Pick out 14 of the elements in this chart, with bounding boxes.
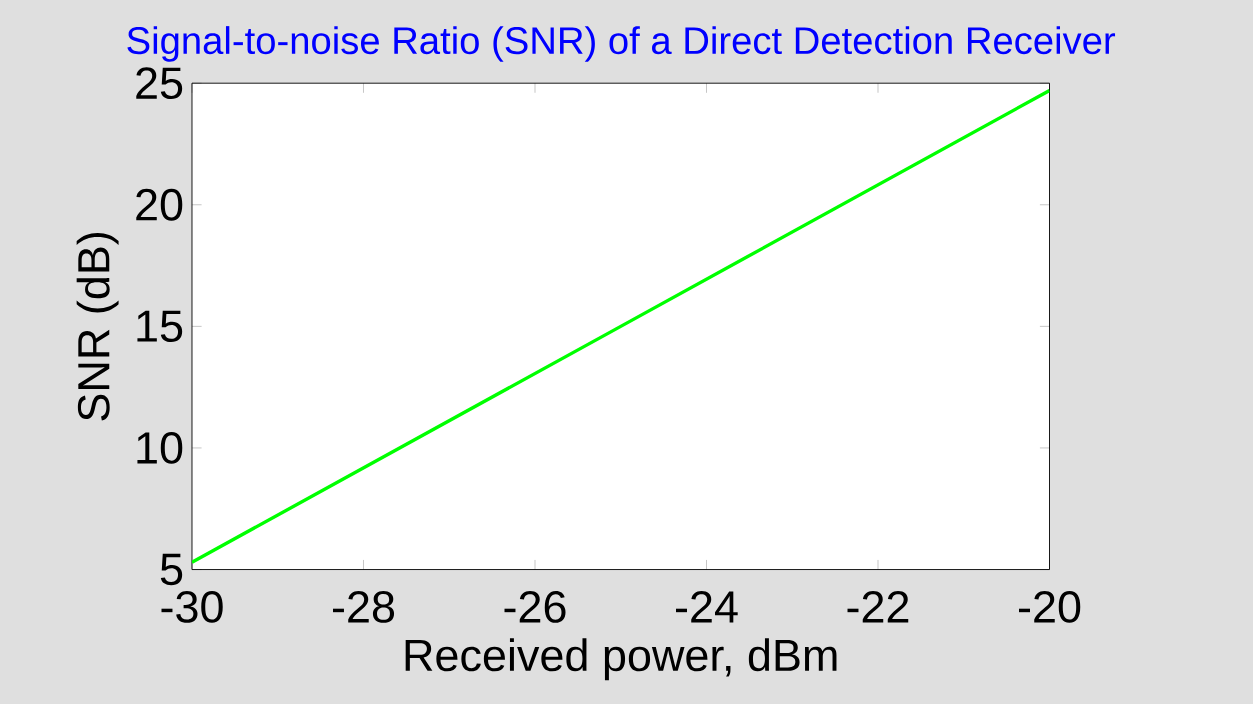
y-tick-label: 15 (137, 310, 183, 343)
x-tick-label: -28 (333, 591, 395, 623)
x-tick-label: -22 (847, 591, 909, 623)
y-axis-title: SNR (dB) (76, 233, 119, 421)
x-tick-label: -20 (1019, 591, 1081, 623)
y-tick-label: 20 (136, 188, 183, 221)
y-tick-label: 5 (160, 553, 183, 586)
x-tick-label: -30 (161, 591, 223, 623)
x-tick-label: -26 (504, 591, 566, 623)
chart-title: Signal-to-noise Ratio (SNR) of a Direct Detection Receiver (127, 26, 1116, 62)
x-axis-title: Received power, dBm (405, 638, 837, 681)
y-tick-label: 10 (137, 432, 183, 464)
y-tick-label: 25 (136, 67, 183, 100)
x-tick-label: -24 (676, 591, 738, 623)
